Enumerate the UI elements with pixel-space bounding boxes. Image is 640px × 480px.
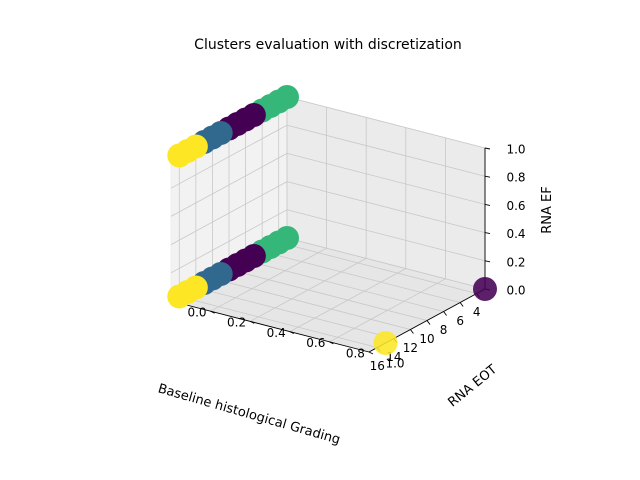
z-tick-mark bbox=[484, 175, 491, 178]
grid-line-y bbox=[289, 268, 406, 332]
y-tick-label: 0.2 bbox=[227, 316, 246, 330]
grid-line-z bbox=[170, 153, 288, 217]
x-tick-mark bbox=[410, 329, 414, 334]
z-tick-label: 0.6 bbox=[506, 199, 525, 213]
grid-line-y bbox=[250, 258, 367, 322]
grid-line-x bbox=[195, 287, 394, 339]
x-tick-mark bbox=[459, 302, 464, 307]
grid-line-x bbox=[245, 260, 444, 312]
y-tick-mark bbox=[289, 331, 295, 335]
grid-line-z bbox=[170, 181, 288, 245]
grid-line-y bbox=[329, 278, 446, 343]
grid-line-x bbox=[278, 242, 477, 294]
grid-line-y bbox=[210, 247, 327, 312]
z-axis-label: RNA EF bbox=[540, 186, 555, 233]
chart-title: Clusters evaluation with discretization bbox=[194, 37, 462, 53]
grid-line-z bbox=[286, 124, 486, 177]
grid-line-z bbox=[286, 237, 486, 290]
z-tick-mark bbox=[484, 147, 491, 150]
y-tick-mark bbox=[249, 320, 255, 324]
x-tick-mark bbox=[443, 311, 447, 316]
x-tick-label: 6 bbox=[456, 314, 464, 328]
x-tick-mark bbox=[426, 320, 431, 325]
y-tick-mark bbox=[210, 310, 215, 314]
y-tick-mark bbox=[329, 341, 334, 345]
data-point bbox=[373, 331, 398, 355]
x-tick-label: 10 bbox=[419, 332, 434, 346]
y-tick-mark bbox=[368, 351, 374, 355]
z-tick-mark bbox=[484, 203, 491, 206]
grid-line-x bbox=[179, 296, 378, 348]
grid-line-x bbox=[212, 278, 411, 330]
z-tick-mark bbox=[484, 260, 491, 263]
x-tick-label: 12 bbox=[403, 341, 418, 355]
data-points bbox=[167, 85, 497, 355]
z-tick-label: 0.8 bbox=[506, 171, 525, 185]
z-tick-label: 0.4 bbox=[506, 227, 525, 241]
z-tick-mark bbox=[484, 232, 491, 235]
grid-line-z bbox=[286, 181, 486, 233]
grid-line-z bbox=[286, 153, 486, 205]
data-point bbox=[167, 143, 192, 168]
y-axis-line bbox=[170, 300, 370, 353]
z-tick-label: 1.0 bbox=[506, 143, 525, 157]
grid-line-z bbox=[170, 209, 288, 274]
y-tick-label: 1.0 bbox=[385, 357, 404, 371]
y-tick-label: 0.8 bbox=[346, 346, 365, 360]
x-tick-label: 4 bbox=[473, 305, 481, 319]
y-tick-label: 0.0 bbox=[187, 306, 206, 320]
y-axis-label: RNA EOT bbox=[445, 362, 500, 410]
grid-line-z bbox=[286, 209, 486, 262]
grid-line-z bbox=[170, 124, 288, 189]
y-tick-label: 0.6 bbox=[306, 336, 325, 350]
x-tick-label: 8 bbox=[440, 323, 448, 337]
x-axis-label: Baseline histological Grading bbox=[156, 381, 342, 448]
x-tick-label: 16 bbox=[370, 359, 385, 373]
grid-line-x bbox=[262, 251, 461, 303]
tick-labels: 468101214160.00.20.40.60.81.00.00.20.40.… bbox=[170, 143, 526, 373]
z-tick-label: 0.0 bbox=[506, 284, 525, 298]
grid-line-z bbox=[286, 96, 486, 149]
y-tick-label: 0.4 bbox=[267, 326, 286, 340]
grid-line-x bbox=[228, 269, 428, 321]
data-point bbox=[167, 284, 192, 309]
grid-lines bbox=[170, 96, 486, 353]
z-tick-label: 0.2 bbox=[506, 255, 525, 269]
data-point bbox=[473, 277, 497, 301]
